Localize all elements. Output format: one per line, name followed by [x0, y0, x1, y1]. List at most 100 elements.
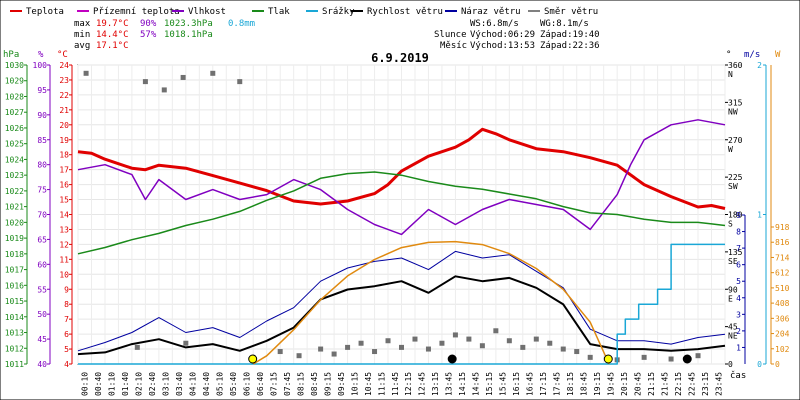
- x-tick-label: 08:45: [310, 372, 319, 396]
- x-tick-label: 21:45: [660, 372, 669, 396]
- precip-label: 2: [757, 61, 762, 70]
- x-tick-label: 08:15: [296, 372, 305, 396]
- temperature-axis-label: 8: [64, 300, 69, 309]
- x-tick-label: 20:45: [633, 372, 642, 396]
- wind-direction-marker: [668, 356, 674, 362]
- solar-label: 408: [775, 299, 790, 308]
- pressure-axis-label: 1025: [5, 140, 24, 149]
- wind-direction-marker: [385, 338, 391, 344]
- temperature-axis-label: 4: [64, 360, 69, 369]
- pressure-axis-label: 1023: [5, 171, 24, 180]
- wind-label: 3: [736, 310, 741, 319]
- wind-direction-marker: [372, 349, 378, 355]
- x-tick-label: 09:45: [337, 372, 346, 396]
- temperature-axis-label: 22: [59, 91, 69, 100]
- axis-unit: hPa: [3, 50, 19, 60]
- x-tick-label: 03:40: [175, 372, 184, 396]
- pressure-axis-label: 1018: [5, 250, 24, 259]
- precip-label: 1: [757, 211, 762, 220]
- wind-direction-marker: [493, 328, 499, 334]
- temperature-axis-label: 18: [59, 151, 69, 160]
- axis-unit: °C: [57, 50, 68, 60]
- x-tick-label: 18:45: [579, 372, 588, 396]
- humidity-axis-label: 60: [37, 260, 47, 269]
- wind-direction-marker: [210, 70, 216, 76]
- direction-value: 90: [728, 285, 738, 294]
- direction-value: 315: [728, 98, 743, 107]
- wind-direction-marker: [452, 332, 458, 338]
- direction-compass: NE: [728, 332, 738, 341]
- precip-total: 0.8mm: [228, 19, 255, 29]
- temperature-axis-label: 15: [59, 196, 69, 205]
- x-tick-label: 16:45: [526, 372, 535, 396]
- direction-value: 135: [728, 248, 743, 257]
- avg-temp: 17.1°C: [96, 41, 129, 51]
- wind-direction-marker: [439, 340, 445, 346]
- temperature-axis-label: 9: [64, 285, 69, 294]
- pressure-axis-label: 1027: [5, 108, 24, 117]
- x-tick-label: 05:40: [229, 372, 238, 396]
- x-tick-label: 00:10: [81, 372, 90, 396]
- x-tick-label: 19:45: [606, 372, 615, 396]
- solar-label: 714: [775, 253, 790, 262]
- humidity-axis-label: 90: [37, 111, 47, 120]
- wind-direction-marker: [412, 336, 418, 342]
- legend: Teplota Přízemní teplota Vlhkost Tlak Srážky…: [10, 7, 598, 17]
- min-temp: 14.4°C: [96, 30, 129, 40]
- pressure-axis-label: 1013: [5, 329, 24, 338]
- pressure-axis-label: 1012: [5, 344, 24, 353]
- direction-value: 270: [728, 136, 743, 145]
- x-tick-label: 13:15: [431, 372, 440, 396]
- wind-label: 7: [736, 244, 741, 253]
- pressure-axis-label: 1022: [5, 187, 24, 196]
- wind-direction-marker: [533, 336, 539, 342]
- min-hum: 57%: [140, 30, 157, 40]
- wind-label: 5: [736, 277, 741, 286]
- x-tick-label: 19:15: [593, 372, 602, 396]
- min-label: min: [74, 30, 90, 40]
- humidity-axis-label: 80: [37, 161, 47, 170]
- sun-rise: Východ:06:29: [470, 30, 535, 40]
- direction-compass: S: [728, 220, 733, 229]
- direction-value: 0: [728, 360, 733, 369]
- humidity-axis-label: 75: [37, 186, 47, 195]
- temperature-axis-label: 14: [59, 211, 69, 220]
- pressure-axis-label: 1029: [5, 77, 24, 86]
- x-tick-label: 22:15: [674, 372, 683, 396]
- solar-label: 0: [775, 360, 780, 369]
- pressure-axis-label: 1026: [5, 124, 24, 133]
- x-tick-label: 23:45: [714, 372, 723, 396]
- temperature-axis-label: 10: [59, 270, 69, 279]
- sun-marker: [248, 354, 258, 364]
- direction-value: 360: [728, 61, 743, 70]
- info-block: max 19.7°C 90% 1023.3hPa 0.8mm min 14.4°…: [74, 19, 600, 51]
- x-tick-label: 06:40: [256, 372, 265, 396]
- max-label: max: [74, 19, 91, 29]
- legend-label: Vlhkost: [188, 7, 226, 17]
- moon-label: Měsíc: [440, 41, 467, 51]
- x-tick-label: 18:15: [566, 372, 575, 396]
- max-press: 1023.3hPa: [164, 19, 213, 29]
- wind-direction-marker: [277, 349, 283, 355]
- humidity-axis-label: 95: [37, 86, 47, 95]
- wind-label: 2: [736, 327, 741, 336]
- max-temp: 19.7°C: [96, 19, 129, 29]
- x-tick-label: 23:15: [701, 372, 710, 396]
- wind-direction-marker: [695, 353, 701, 359]
- pressure-axis-label: 1019: [5, 234, 24, 243]
- temperature-axis-label: 24: [59, 61, 69, 70]
- x-tick-label: 07:15: [269, 372, 278, 396]
- axis-unit: °: [726, 50, 731, 60]
- solar-label: 612: [775, 269, 790, 278]
- x-tick-label: 05:10: [216, 372, 225, 396]
- x-axis-unit: čas: [730, 370, 746, 381]
- solar-label: 306: [775, 314, 790, 323]
- wind-direction-marker: [425, 346, 431, 352]
- x-tick-label: 04:10: [189, 372, 198, 396]
- axis-unit: %: [38, 50, 44, 60]
- direction-value: 45: [728, 323, 738, 332]
- wind-label: 9: [736, 211, 741, 220]
- x-tick-label: 02:40: [148, 372, 157, 396]
- x-tick-label: 04:40: [202, 372, 211, 396]
- wind-direction-marker: [345, 344, 351, 350]
